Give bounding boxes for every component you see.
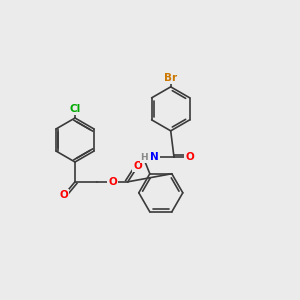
Text: O: O — [108, 177, 117, 187]
Text: O: O — [185, 152, 194, 162]
Text: N: N — [150, 152, 159, 162]
Text: O: O — [60, 190, 68, 200]
Text: Br: Br — [164, 73, 177, 83]
Text: O: O — [133, 161, 142, 171]
Text: Cl: Cl — [69, 104, 81, 114]
Text: H: H — [140, 153, 148, 162]
